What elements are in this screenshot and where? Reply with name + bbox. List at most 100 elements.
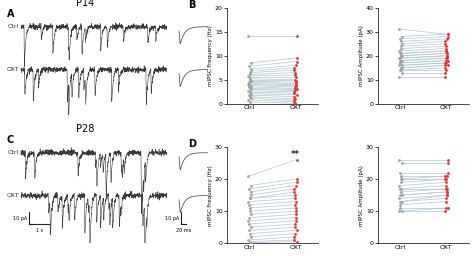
- Point: [292, 70, 299, 74]
- Point: [293, 93, 301, 97]
- Point: [291, 86, 299, 90]
- Y-axis label: mIPSC Amplitude (pA): mIPSC Amplitude (pA): [359, 165, 365, 226]
- Point: [247, 92, 255, 96]
- Point: [290, 68, 298, 72]
- Text: Ctrl: Ctrl: [8, 150, 19, 155]
- Point: [443, 49, 450, 53]
- Point: [293, 34, 301, 38]
- Point: [291, 231, 299, 236]
- Point: [292, 212, 300, 216]
- Point: [398, 59, 406, 63]
- Point: [290, 94, 298, 99]
- Point: [398, 190, 405, 194]
- Point: [443, 51, 450, 55]
- Point: [397, 171, 404, 175]
- Point: [291, 100, 298, 104]
- Point: [399, 66, 406, 70]
- Text: C: C: [7, 135, 14, 145]
- Point: [246, 72, 254, 77]
- Point: [245, 174, 252, 178]
- Text: B: B: [189, 0, 196, 10]
- Point: [290, 190, 298, 194]
- Point: [444, 161, 452, 165]
- Point: [442, 180, 450, 184]
- Point: [398, 54, 405, 58]
- Point: [441, 42, 448, 46]
- Point: [247, 184, 255, 188]
- Point: [398, 199, 406, 204]
- Point: [246, 196, 254, 200]
- Point: [246, 206, 254, 210]
- Point: [442, 209, 449, 213]
- Point: [244, 82, 252, 86]
- Point: [292, 63, 300, 67]
- Point: [246, 100, 254, 104]
- Point: [245, 98, 252, 102]
- Point: [292, 219, 300, 223]
- Point: [396, 56, 404, 60]
- Point: [246, 90, 254, 94]
- Point: [395, 49, 403, 53]
- Point: [397, 177, 405, 181]
- Point: [443, 184, 450, 188]
- Point: [292, 216, 300, 220]
- Point: [441, 63, 448, 67]
- Point: [397, 61, 404, 65]
- Point: [293, 177, 301, 181]
- Point: [292, 193, 299, 197]
- Point: [442, 61, 449, 65]
- Point: [244, 219, 252, 223]
- Point: [246, 231, 253, 236]
- Point: [398, 193, 406, 197]
- Point: [399, 209, 406, 213]
- Point: [291, 90, 298, 94]
- Point: [397, 180, 404, 184]
- Point: [442, 56, 450, 60]
- Point: [246, 64, 253, 68]
- Point: [244, 238, 252, 242]
- Point: [442, 59, 449, 63]
- Point: [293, 59, 301, 63]
- Point: [246, 187, 253, 191]
- Point: [398, 39, 405, 43]
- Point: [395, 196, 403, 200]
- Point: [246, 216, 253, 220]
- Point: [396, 187, 403, 191]
- Point: [395, 27, 403, 31]
- Point: [397, 47, 404, 51]
- Text: P14: P14: [76, 0, 94, 8]
- Point: [441, 70, 448, 74]
- Point: [292, 101, 299, 105]
- Point: [442, 199, 449, 204]
- Text: 1 s: 1 s: [36, 228, 43, 233]
- Point: [293, 87, 301, 91]
- Point: [246, 196, 254, 200]
- Point: [444, 171, 452, 175]
- Point: [397, 68, 405, 72]
- Point: [246, 80, 253, 84]
- Point: [245, 75, 253, 79]
- Point: [397, 206, 404, 210]
- Point: [247, 61, 255, 65]
- Point: [399, 177, 406, 181]
- Text: Ctrl: Ctrl: [8, 24, 19, 29]
- Point: [291, 187, 298, 191]
- Point: [399, 42, 406, 46]
- Point: [442, 177, 450, 181]
- Point: [396, 68, 403, 72]
- Point: [443, 37, 450, 41]
- Point: [444, 206, 452, 210]
- Point: [290, 238, 298, 242]
- Point: [293, 56, 301, 60]
- Point: [398, 70, 406, 74]
- Point: [397, 37, 404, 41]
- Point: [395, 56, 403, 60]
- Point: [292, 184, 300, 188]
- Point: [442, 61, 449, 65]
- Point: [247, 212, 255, 216]
- Point: [443, 54, 451, 58]
- Point: [247, 83, 255, 88]
- Point: [244, 89, 252, 93]
- Point: [444, 32, 452, 36]
- Y-axis label: mIPSC Amplitude (pA): mIPSC Amplitude (pA): [359, 25, 365, 86]
